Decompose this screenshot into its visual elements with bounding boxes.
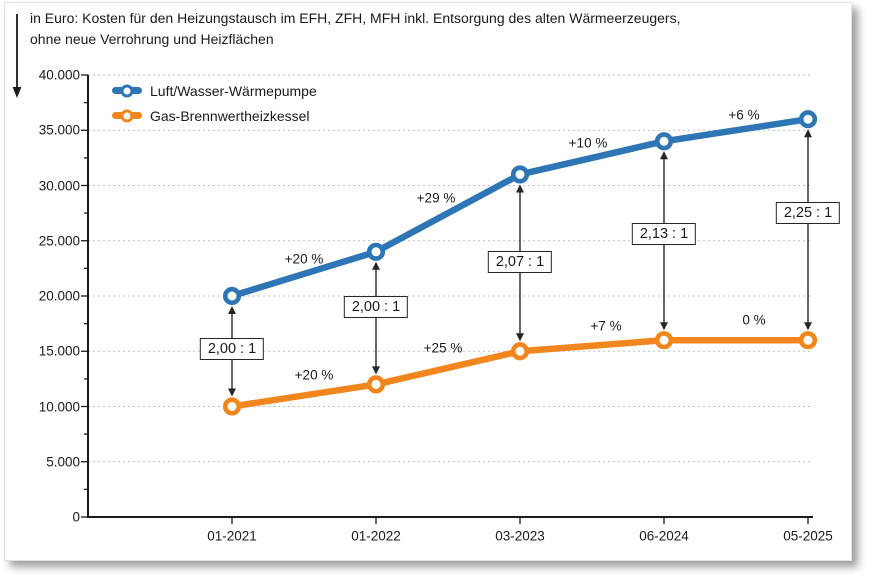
percent-change-annotation: +6 % — [728, 107, 760, 123]
y-axis-tick-label: 10.000 — [38, 399, 80, 414]
percent-change-annotation: +29 % — [416, 190, 456, 206]
ratio-callout: 2,00 : 1 — [343, 296, 409, 319]
ratio-callout: 2,07 : 1 — [487, 250, 553, 273]
axes — [81, 74, 813, 524]
x-axis-tick-label: 01-2021 — [207, 528, 257, 544]
chart-title-line-1: in Euro: Kosten für den Heizungstausch i… — [30, 10, 681, 26]
x-axis-tick-label: 03-2023 — [495, 528, 545, 544]
data-point-marker — [654, 331, 674, 350]
series-gaskessel — [222, 331, 818, 416]
y-axis-tick-label: 0 — [72, 509, 80, 525]
series-waermepumpe — [222, 110, 818, 306]
chart-title-line-2: ohne neue Verrohrung und Heizflächen — [30, 31, 274, 47]
ratio-callout: 2,13 : 1 — [631, 222, 697, 245]
ratio-callout: 2,00 : 1 — [199, 338, 265, 361]
legend-label: Gas-Brennwertheizkessel — [150, 107, 310, 124]
data-point-marker — [366, 375, 386, 394]
y-axis-tick-label: 25.000 — [38, 233, 80, 249]
legend-label: Luft/Wasser-Wärmepumpe — [150, 82, 317, 99]
data-point-marker — [798, 331, 818, 350]
percent-change-annotation: +20 % — [294, 367, 334, 383]
percent-change-annotation: +7 % — [590, 318, 622, 334]
percent-change-annotation: +10 % — [568, 135, 608, 151]
data-point-marker — [222, 286, 242, 306]
percent-change-annotation: +25 % — [423, 340, 463, 356]
legend-item-waermepumpe: Luft/Wasser-Wärmepumpe — [112, 78, 317, 103]
euro-axis-direction-arrow — [12, 14, 22, 98]
data-point-marker — [510, 342, 530, 361]
y-axis-tick-label: 40.000 — [38, 67, 80, 83]
chart-card — [4, 2, 852, 561]
data-point-marker — [222, 397, 242, 416]
y-axis-tick-label: 30.000 — [38, 178, 80, 193]
y-axis-tick-label: 15.000 — [38, 343, 80, 359]
data-point-marker — [366, 242, 386, 261]
legend-item-gaskessel: Gas-Brennwertheizkessel — [112, 103, 317, 128]
line-marker-icon — [112, 87, 142, 94]
data-point-marker — [798, 110, 818, 129]
data-point-marker — [654, 132, 674, 151]
percent-change-annotation: 0 % — [742, 312, 766, 328]
legend: Luft/Wasser-Wärmepumpe Gas-Brennwertheiz… — [112, 78, 317, 128]
ratio-callout: 2,25 : 1 — [775, 201, 841, 224]
y-axis-tick-label: 5.000 — [46, 454, 80, 470]
data-point-marker — [510, 165, 530, 184]
x-axis-tick-label: 05-2025 — [783, 528, 833, 544]
x-axis-tick-label: 01-2022 — [351, 528, 401, 544]
y-axis-tick-label: 20.000 — [38, 288, 80, 304]
y-axis-tick-label: 35.000 — [38, 122, 80, 138]
x-axis-tick-label: 06-2024 — [639, 528, 689, 544]
line-marker-icon — [112, 112, 142, 119]
percent-change-annotation: +20 % — [284, 251, 324, 267]
